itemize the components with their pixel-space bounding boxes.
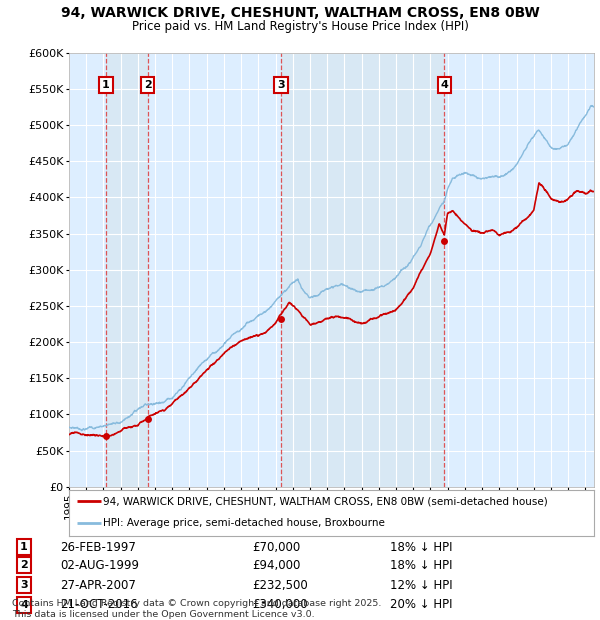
Text: £70,000: £70,000: [252, 541, 300, 554]
Bar: [106, 53, 148, 487]
Bar: [281, 53, 444, 487]
Text: £94,000: £94,000: [252, 559, 301, 572]
Text: 18% ↓ HPI: 18% ↓ HPI: [390, 559, 452, 572]
Text: £340,000: £340,000: [252, 598, 308, 611]
Text: 94, WARWICK DRIVE, CHESHUNT, WALTHAM CROSS, EN8 0BW: 94, WARWICK DRIVE, CHESHUNT, WALTHAM CRO…: [61, 6, 539, 20]
Text: Contains HM Land Registry data © Crown copyright and database right 2025.
This d: Contains HM Land Registry data © Crown c…: [12, 600, 382, 619]
Text: 3: 3: [20, 580, 28, 590]
Text: 02-AUG-1999: 02-AUG-1999: [60, 559, 139, 572]
Text: Price paid vs. HM Land Registry's House Price Index (HPI): Price paid vs. HM Land Registry's House …: [131, 20, 469, 33]
Text: 4: 4: [440, 80, 448, 91]
Text: 94, WARWICK DRIVE, CHESHUNT, WALTHAM CROSS, EN8 0BW (semi-detached house): 94, WARWICK DRIVE, CHESHUNT, WALTHAM CRO…: [103, 497, 548, 507]
Text: 2: 2: [144, 80, 152, 91]
Text: 27-APR-2007: 27-APR-2007: [60, 578, 136, 591]
Text: 18% ↓ HPI: 18% ↓ HPI: [390, 541, 452, 554]
Text: 2: 2: [20, 560, 28, 570]
Text: 4: 4: [20, 600, 28, 610]
Text: £232,500: £232,500: [252, 578, 308, 591]
Text: 1: 1: [102, 80, 110, 91]
Text: 12% ↓ HPI: 12% ↓ HPI: [390, 578, 452, 591]
Text: 21-OCT-2016: 21-OCT-2016: [60, 598, 137, 611]
Text: 26-FEB-1997: 26-FEB-1997: [60, 541, 136, 554]
Text: 3: 3: [277, 80, 285, 91]
Text: 1: 1: [20, 542, 28, 552]
Text: HPI: Average price, semi-detached house, Broxbourne: HPI: Average price, semi-detached house,…: [103, 518, 385, 528]
Text: 20% ↓ HPI: 20% ↓ HPI: [390, 598, 452, 611]
